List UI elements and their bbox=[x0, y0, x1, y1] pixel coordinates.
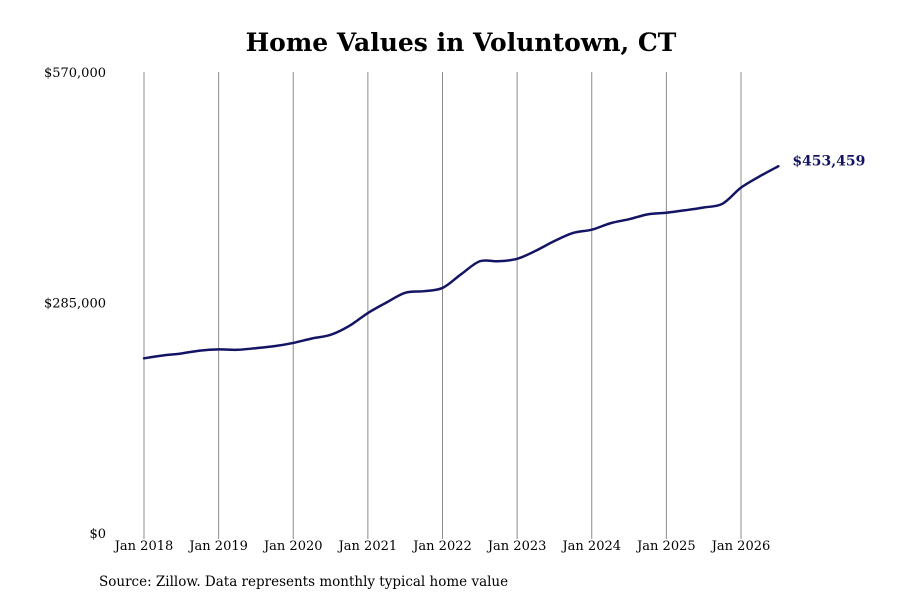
y-tick-label: $285,000 bbox=[44, 297, 106, 312]
x-axis-labels: Jan 2018 Jan 2019 Jan 2020 Jan 2021 Jan 2022… bbox=[113, 539, 771, 554]
x-tick-label: Jan 2022 bbox=[411, 539, 472, 554]
x-tick-label: Jan 2019 bbox=[187, 539, 248, 554]
y-tick-label: $0 bbox=[89, 527, 106, 542]
x-tick-label: Jan 2018 bbox=[113, 539, 174, 554]
chart-title: Home Values in Voluntown, CT bbox=[245, 28, 677, 57]
source-note: Source: Zillow. Data represents monthly … bbox=[99, 574, 509, 590]
gridlines bbox=[143, 72, 742, 539]
x-tick-label: Jan 2021 bbox=[337, 539, 398, 554]
x-tick-label: Jan 2026 bbox=[710, 539, 771, 554]
x-tick-label: Jan 2025 bbox=[635, 539, 696, 554]
data-labels: $453,459 bbox=[792, 153, 865, 169]
series-line-home-value bbox=[142, 165, 780, 360]
x-tick-label: Jan 2023 bbox=[486, 539, 547, 554]
series-layer bbox=[142, 165, 780, 360]
y-tick-label: $570,000 bbox=[44, 66, 106, 81]
y-axis-labels: $0 $285,000 $570,000 bbox=[44, 66, 106, 542]
x-tick-label: Jan 2020 bbox=[262, 539, 323, 554]
end-value-label: $453,459 bbox=[792, 153, 865, 169]
x-tick-label: Jan 2024 bbox=[560, 539, 621, 554]
